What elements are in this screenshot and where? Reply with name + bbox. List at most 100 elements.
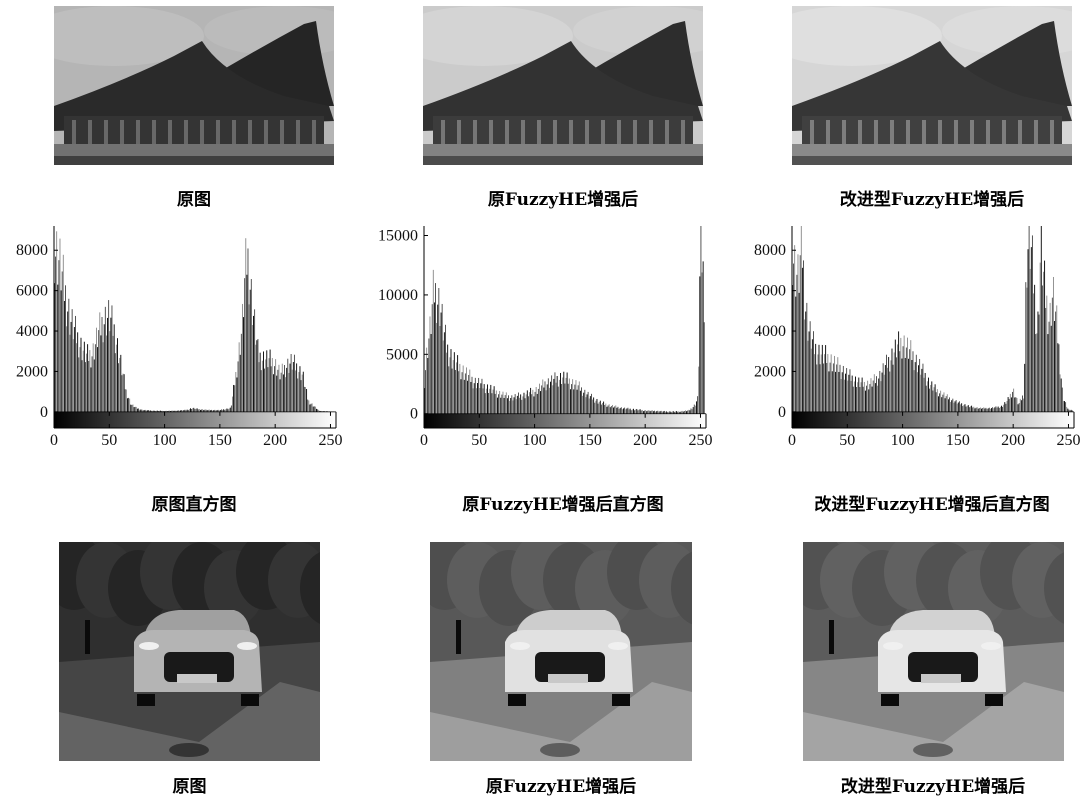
histogram-bar [120, 354, 122, 412]
column [1034, 120, 1038, 144]
histogram-bar [989, 408, 991, 412]
histogram-bar [542, 379, 544, 414]
histogram-bar [683, 411, 685, 414]
tree [671, 551, 692, 625]
histogram-bar [681, 410, 683, 414]
histogram-bar [510, 398, 512, 414]
histogram-bar [277, 369, 279, 412]
histogram-bar [87, 344, 89, 412]
histogram-bar [810, 348, 812, 412]
histogram-bar [117, 338, 118, 412]
histogram-bar [282, 374, 284, 412]
histogram-bar [1009, 393, 1011, 412]
histogram-bar [965, 406, 967, 412]
histogram-bar [1002, 406, 1004, 412]
histogram-bar [108, 300, 110, 412]
histogram-bar [462, 365, 464, 414]
x-tick-label: 100 [523, 432, 547, 449]
histogram-bar [672, 411, 674, 414]
histogram-bar [233, 384, 235, 412]
histogram-bar [1001, 405, 1002, 412]
histogram-bar [256, 340, 258, 412]
histogram-bar [265, 359, 267, 412]
histogram-bar [243, 317, 245, 412]
histogram-bar [660, 410, 662, 414]
histogram-bar [825, 345, 827, 412]
histogram-bar [433, 302, 435, 414]
histogram-bar [592, 399, 593, 414]
histogram-bar [1067, 408, 1069, 412]
histogram-bar [941, 397, 943, 412]
histogram-bar [690, 408, 692, 414]
histogram-bar [155, 410, 157, 412]
histogram-bar [306, 388, 308, 412]
histogram-bar [992, 407, 994, 412]
histogram-bar [579, 390, 581, 414]
histogram-bar [532, 389, 534, 414]
histogram-bar [70, 321, 72, 412]
histogram-bar [126, 398, 128, 412]
histogram-bar [226, 408, 228, 412]
histogram-bar [259, 352, 261, 412]
histogram-bar [480, 383, 482, 414]
histogram-bar [86, 353, 87, 412]
histogram-bar [1017, 404, 1019, 412]
column [874, 120, 878, 144]
histogram-bar [578, 381, 580, 414]
histogram-bar [600, 404, 602, 414]
histogram-bar [806, 302, 808, 412]
histogram-bar [691, 409, 693, 414]
histogram-bar [1028, 226, 1030, 412]
histogram-bar [63, 300, 65, 412]
histogram-bar [248, 304, 250, 412]
histogram-bar [484, 393, 486, 414]
histogram-bar [998, 407, 1000, 412]
y-tick-label: 2000 [754, 363, 786, 380]
histogram-bar [973, 406, 975, 412]
histogram-bar [180, 410, 181, 412]
histogram-bar [945, 396, 947, 412]
histogram-bar [703, 322, 705, 414]
histogram-bar [242, 303, 243, 412]
histogram-bar [824, 354, 825, 412]
histogram-bar [589, 396, 591, 414]
roof-front [54, 41, 334, 131]
histogram-bar [835, 371, 837, 412]
histogram-bar [658, 411, 660, 414]
histogram-bar [701, 272, 703, 414]
palace-image [423, 6, 703, 165]
histogram-bar [457, 355, 459, 414]
palace-image [54, 6, 334, 165]
histogram-bar [894, 339, 896, 412]
histogram-bar [987, 408, 989, 412]
histogram-bar [645, 410, 647, 414]
histogram-bar [202, 409, 204, 412]
histogram-bar [201, 409, 202, 412]
histogram-bar [175, 410, 177, 412]
car-wheel [881, 694, 899, 706]
histogram-bar [208, 409, 210, 412]
pedestrian [85, 620, 90, 654]
histogram-bar [149, 410, 151, 412]
histogram-bar [623, 408, 624, 414]
histogram-bar [71, 309, 73, 412]
x-tick-label: 250 [688, 432, 712, 449]
histogram-bar [686, 411, 687, 414]
histogram-bar [1016, 398, 1018, 412]
histogram-bar [884, 365, 886, 412]
histogram-bar [962, 406, 964, 412]
column [681, 120, 685, 144]
histogram-bar [687, 410, 689, 414]
photo-fuzzyhe-car [430, 542, 692, 761]
histogram-bar [637, 410, 639, 414]
histogram-bar [474, 377, 476, 414]
histogram-bar [316, 408, 317, 412]
histogram-bar [504, 395, 506, 414]
histogram-bar [496, 397, 498, 414]
histogram-bar [122, 373, 124, 412]
column [649, 120, 653, 144]
histogram-bar [616, 407, 618, 414]
histogram-bar [471, 376, 473, 414]
histogram-bar [503, 397, 505, 414]
histogram-bar [234, 385, 236, 412]
